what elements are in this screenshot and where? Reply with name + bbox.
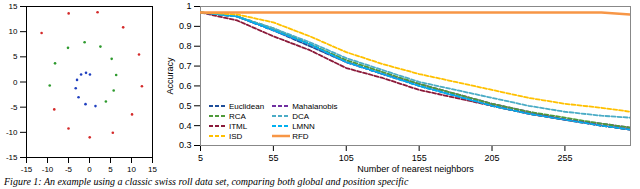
- svg-text:-15: -15: [21, 165, 33, 174]
- html-text:RFD: RFD: [292, 131, 309, 141]
- html-text:ISD: ISD: [229, 131, 243, 141]
- svg-text:5: 5: [108, 165, 113, 174]
- svg-text:0.5: 0.5: [179, 101, 192, 111]
- svg-text:-15: -15: [6, 153, 18, 162]
- svg-text:205: 205: [485, 153, 500, 163]
- svg-text:155: 155: [412, 153, 427, 163]
- svg-text:15: 15: [148, 165, 157, 174]
- svg-text:-10: -10: [6, 128, 18, 137]
- html-text:RCA: RCA: [229, 111, 246, 121]
- html-text:Euclidean: Euclidean: [229, 101, 265, 111]
- html-text:ITML: ITML: [229, 121, 248, 131]
- svg-text:0: 0: [87, 165, 92, 174]
- svg-text:0.9: 0.9: [179, 21, 192, 31]
- svg-text:55: 55: [268, 153, 278, 163]
- svg-text:Accuracy: Accuracy: [165, 57, 175, 95]
- svg-text:0: 0: [13, 78, 18, 87]
- svg-text:10: 10: [127, 165, 136, 174]
- svg-text:-10: -10: [42, 165, 54, 174]
- svg-text:5: 5: [13, 52, 18, 61]
- svg-text:1: 1: [186, 1, 191, 11]
- svg-text:0.8: 0.8: [179, 41, 192, 51]
- svg-text:0.3: 0.3: [179, 140, 192, 150]
- svg-text:0.4: 0.4: [179, 121, 192, 131]
- svg-text:0.6: 0.6: [179, 81, 192, 91]
- svg-text:15: 15: [9, 2, 18, 11]
- html-text:Figure 1: An example using a c: Figure 1: An example using a classic swi…: [4, 176, 409, 187]
- svg-text:-5: -5: [10, 103, 18, 112]
- svg-text:0.7: 0.7: [179, 61, 192, 71]
- svg-text:105: 105: [339, 153, 354, 163]
- svg-text:5: 5: [198, 153, 203, 163]
- svg-text:10: 10: [9, 27, 18, 36]
- html-text:Mahalanobis: Mahalanobis: [292, 101, 338, 111]
- svg-text:-5: -5: [65, 165, 73, 174]
- svg-text:Number of nearest neighbors: Number of nearest neighbors: [357, 164, 474, 174]
- svg-text:255: 255: [557, 153, 572, 163]
- html-text:DCA: DCA: [292, 111, 309, 121]
- html-text:LMNN: LMNN: [292, 121, 315, 131]
